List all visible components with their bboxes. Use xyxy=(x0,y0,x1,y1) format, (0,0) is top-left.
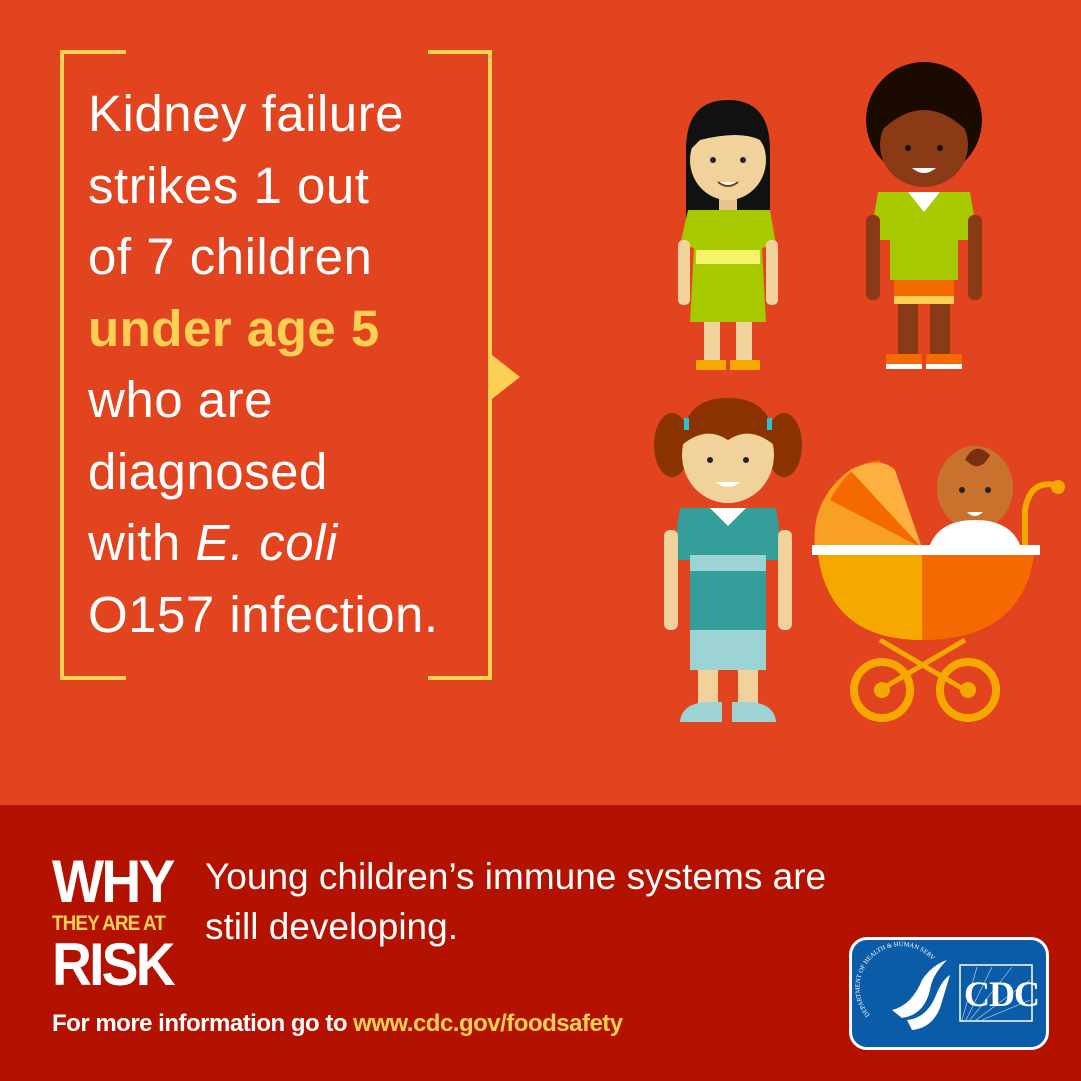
risk-text: RISK xyxy=(52,931,176,998)
they-are-at-text: THEY ARE AT xyxy=(52,912,166,935)
cdc-wordmark: CDC xyxy=(964,974,1040,1014)
headline-highlight: under age 5 xyxy=(88,299,380,357)
why-they-are-at-risk-label: WHY THEY ARE AT RISK xyxy=(52,848,183,998)
headline-line: with E. coli xyxy=(88,507,488,579)
baby-stroller xyxy=(812,446,1065,722)
headline-line: who are xyxy=(88,371,273,428)
children-illustration xyxy=(654,62,1065,722)
headline-line: of 7 children xyxy=(88,228,373,285)
foodsafety-link[interactable]: www.cdc.gov/foodsafety xyxy=(353,1010,623,1037)
boy xyxy=(866,62,982,369)
main-panel: Kidney failure strikes 1 out of 7 childr… xyxy=(60,50,1065,722)
hhs-cdc-logo: DEPARTMENT OF HEALTH & HUMAN SERVICES · … xyxy=(849,935,1049,1050)
girl-pigtails xyxy=(654,398,802,722)
more-info-text: For more information go to xyxy=(52,1010,354,1037)
hhs-eagle-icon: DEPARTMENT OF HEALTH & HUMAN SERVICES · … xyxy=(850,935,1033,1030)
headline-italic: E. coli xyxy=(195,514,338,571)
risk-reason: Young children’s immune systems are stil… xyxy=(205,856,827,947)
more-info: For more information go to www.cdc.gov/f… xyxy=(52,1010,623,1038)
left-bracket xyxy=(60,50,126,680)
headline: Kidney failure strikes 1 out of 7 childr… xyxy=(88,78,488,650)
girl-black-hair xyxy=(678,100,778,370)
headline-text: with xyxy=(88,514,196,571)
headline-line: diagnosed xyxy=(88,442,328,500)
right-bracket xyxy=(428,50,492,680)
why-text: WHY xyxy=(52,848,175,915)
headline-line: strikes 1 out xyxy=(88,156,370,214)
headline-line: O157 infection. xyxy=(88,585,439,643)
pointer-arrow xyxy=(492,355,520,399)
headline-line: Kidney failure xyxy=(88,85,405,142)
